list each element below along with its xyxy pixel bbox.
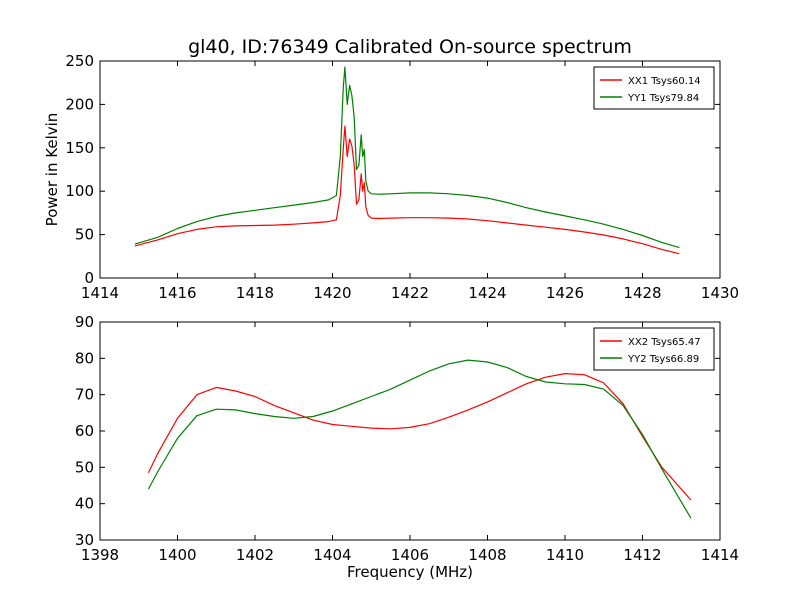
y-tick-label: 0 (84, 269, 94, 287)
y-tick-label: 80 (75, 349, 94, 367)
series-line-2 (134, 66, 680, 249)
x-tick-label: 1428 (623, 284, 661, 302)
series-line-2 (147, 359, 692, 519)
x-tick-label: 1426 (546, 284, 584, 302)
legend-label-2: YY1 Tsys79.84 (627, 93, 699, 104)
legend-label-2: YY2 Tsys66.89 (627, 354, 699, 365)
x-tick-label: 1400 (158, 546, 196, 564)
x-tick-label: 1402 (236, 546, 274, 564)
y-axis-label: Power in Kelvin (43, 113, 61, 227)
legend-box (593, 327, 715, 371)
x-tick-label: 1430 (701, 284, 739, 302)
y-tick-label: 250 (65, 52, 94, 70)
series-line-1 (134, 125, 680, 255)
x-tick-label: 1410 (546, 546, 584, 564)
y-tick-label: 150 (65, 139, 94, 157)
y-tick-label: 40 (75, 495, 94, 513)
legend-box (593, 66, 715, 110)
y-tick-label: 100 (65, 182, 94, 200)
x-tick-label: 1422 (391, 284, 429, 302)
y-tick-label: 60 (75, 422, 94, 440)
x-tick-label: 1398 (81, 546, 119, 564)
x-tick-label: 1414 (81, 284, 119, 302)
y-tick-label: 90 (75, 313, 94, 331)
series-line-1 (147, 373, 692, 501)
x-tick-label: 1412 (623, 546, 661, 564)
x-tick-label: 1406 (391, 546, 429, 564)
legend-label-1: XX2 Tsys65.47 (628, 337, 701, 348)
x-tick-label: 1408 (468, 546, 506, 564)
x-tick-label: 1416 (158, 284, 196, 302)
x-tick-label: 1420 (313, 284, 351, 302)
y-tick-label: 70 (75, 386, 94, 404)
y-tick-label: 200 (65, 95, 94, 113)
plot-panel-top: 1414 1416 1418 1420 1422 1424 1426 1428 1430 0 50 1… (43, 52, 739, 302)
x-tick-label: 1404 (313, 546, 351, 564)
x-tick-label: 1424 (468, 284, 506, 302)
y-tick-label: 50 (75, 458, 94, 476)
chart-title: gl40, ID:76349 Calibrated On-source spec… (188, 36, 632, 58)
x-tick-label: 1418 (236, 284, 274, 302)
plot-panel-bottom: 1398 1400 1402 1404 1406 1408 1410 1412 1414 30 40… (75, 313, 739, 564)
x-axis-label: Frequency (MHz) (347, 563, 473, 581)
x-tick-label: 1414 (701, 546, 739, 564)
y-tick-label: 50 (75, 226, 94, 244)
legend-label-1: XX1 Tsys60.14 (628, 76, 701, 87)
y-tick-label: 30 (75, 531, 94, 549)
